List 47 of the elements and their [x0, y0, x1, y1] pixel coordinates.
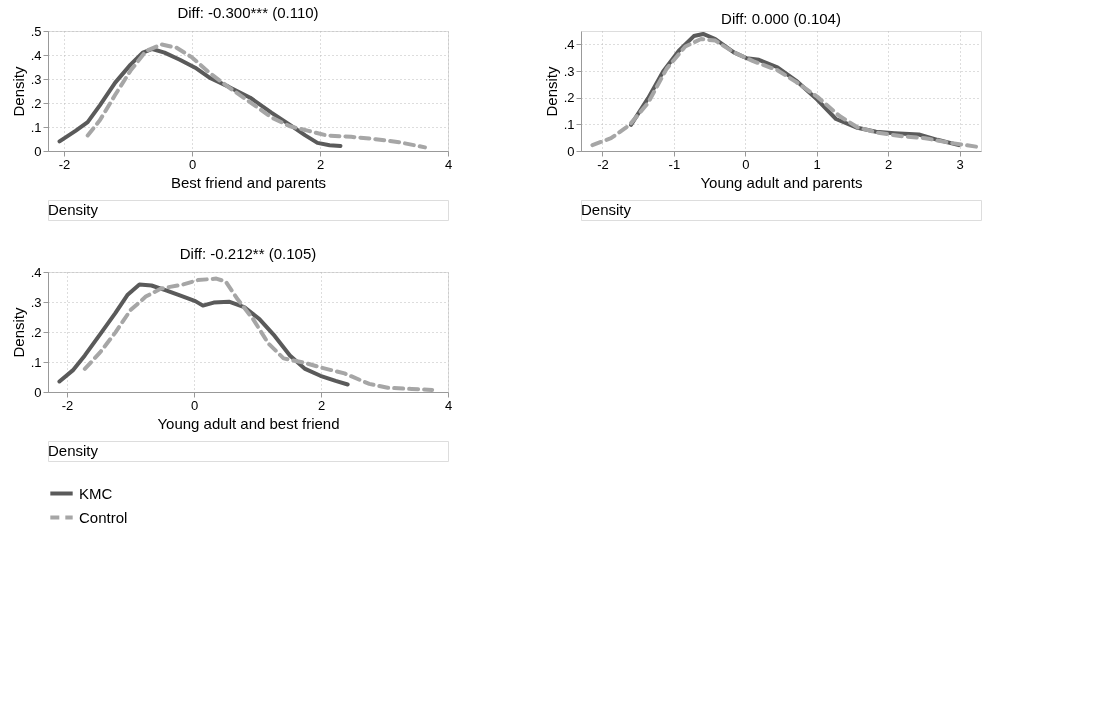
- x-tick-label: -2: [58, 156, 71, 172]
- y-tick-label: .4: [30, 47, 42, 63]
- y-tick-label: 0: [34, 143, 42, 159]
- y-tick-label: .3: [30, 71, 42, 87]
- chart-title: Diff: -0.212** (0.105): [179, 245, 317, 262]
- y-tick-label: .2: [30, 324, 42, 340]
- chart-title: Diff: 0.000 (0.104): [721, 10, 841, 27]
- x-tick-label: -2: [597, 156, 609, 172]
- x-axis-title: Best friend and parents: [170, 173, 327, 191]
- y-tick-label: .3: [30, 294, 42, 310]
- y-axis-title: Density: [9, 66, 27, 117]
- text: Density: [48, 442, 99, 459]
- legend-label: Control: [79, 508, 128, 526]
- y-tick-label: .1: [30, 119, 42, 135]
- y-tick-label: .1: [30, 354, 42, 370]
- x-tick-label: 0: [188, 156, 197, 172]
- x-tick-label: -1: [668, 156, 681, 172]
- x-tick-label: 1: [813, 156, 821, 172]
- x-tick-label: 3: [956, 156, 964, 172]
- y-tick-label: .2: [563, 90, 575, 106]
- y-tick-label: .4: [30, 264, 42, 280]
- x-tick-label: 2: [316, 156, 325, 172]
- y-tick-label: .1: [563, 116, 575, 132]
- y-tick-label: .4: [563, 36, 575, 52]
- text: Density: [581, 201, 632, 218]
- text: Density: [48, 201, 99, 218]
- x-tick-label: 2: [317, 397, 326, 413]
- x-axis-title: Young adult and best friend: [157, 414, 340, 432]
- chart-title: Diff: -0.300*** (0.110): [177, 4, 319, 21]
- y-tick-label: .3: [563, 63, 575, 79]
- legend-label: KMC: [79, 484, 113, 502]
- x-tick-label: 4: [444, 156, 453, 172]
- x-tick-label: 0: [742, 156, 750, 172]
- x-axis-title: Young adult and parents: [700, 173, 863, 191]
- x-tick-label: 4: [444, 397, 453, 413]
- y-tick-label: .2: [30, 95, 42, 111]
- x-tick-label: -2: [61, 397, 74, 413]
- x-tick-label: 0: [190, 397, 199, 413]
- x-tick-label: 2: [885, 156, 893, 172]
- y-tick-label: 0: [567, 143, 575, 159]
- line-series: [85, 42, 427, 150]
- line-series: [82, 276, 435, 392]
- y-axis-title: Density: [9, 307, 27, 358]
- y-tick-label: .5: [30, 23, 42, 39]
- y-axis-title: Density: [542, 66, 560, 117]
- line-series: [57, 282, 350, 387]
- y-tick-label: 0: [34, 384, 42, 400]
